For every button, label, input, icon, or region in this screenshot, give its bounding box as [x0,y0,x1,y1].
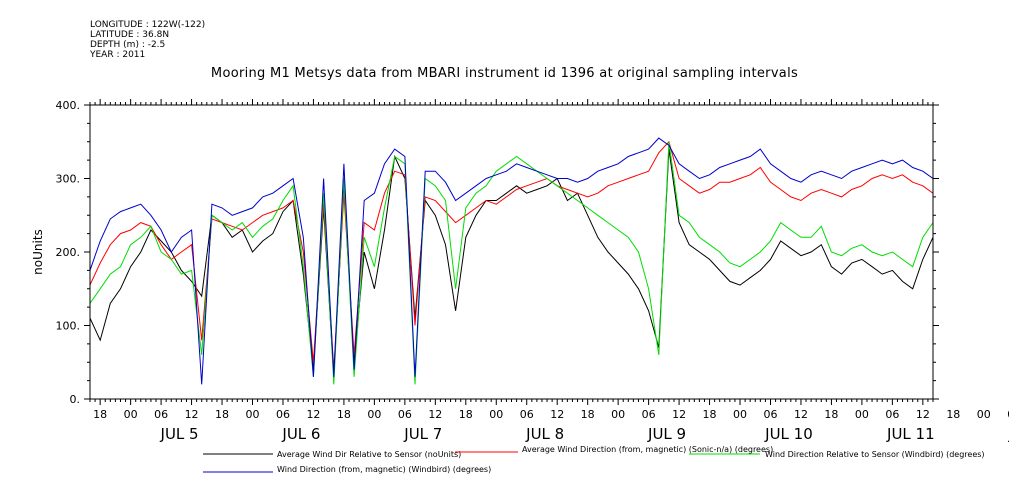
x-tick-label: 18 [581,408,595,421]
x-tick-label: 18 [215,408,229,421]
series-line-3 [90,141,933,385]
year-text: YEAR : 2011 [90,50,146,60]
legend-label-4: Wind Direction (from, magnetic) (Windbir… [277,465,491,474]
x-day-label: JUL 8 [525,425,564,443]
x-tick-label: 00 [246,408,260,421]
x-tick-label: 00 [733,408,747,421]
x-tick-label: 18 [824,408,838,421]
legend-label-3: Wind Direction Relative to Sensor (Windb… [765,450,985,459]
x-tick-label: 06 [276,408,290,421]
x-tick-label: 00 [367,408,381,421]
plot-frame [89,104,934,400]
x-tick-label: 06 [1007,408,1009,421]
y-tick-label: 300. [56,173,81,186]
x-tick-label: 06 [154,408,168,421]
y-tick-label: 0. [70,393,81,406]
y-tick-label: 400. [56,99,81,112]
x-tick-label: 12 [185,408,199,421]
depth-text: DEPTH (m) : -2.5 [90,40,166,50]
x-tick-label: 06 [520,408,534,421]
x-day-label: JUL 7 [403,425,442,443]
x-tick-label: 18 [459,408,473,421]
x-tick-label: 12 [916,408,930,421]
x-tick-label: 18 [703,408,717,421]
series-line-2 [90,140,933,370]
latitude-text: LATITUDE : 36.8N [90,30,170,40]
y-tick-label: 100. [56,320,81,333]
x-tick-label: 00 [855,408,869,421]
x-tick-label: 06 [763,408,777,421]
x-day-label: JUL 6 [281,425,320,443]
x-tick-label: 06 [885,408,899,421]
x-tick-label: 12 [550,408,564,421]
x-tick-label: 18 [946,408,960,421]
x-tick-label: 00 [124,408,138,421]
x-tick-label: 18 [337,408,351,421]
chart-title: Mooring M1 Metsys data from MBARI instru… [210,66,799,81]
series-line-4 [90,137,933,385]
x-day-label: JUL 12 [1008,425,1009,443]
metadata-block: LONGITUDE : 122W(-122) LATITUDE : 36.8N … [90,20,205,60]
x-day-label: JUL 5 [160,425,199,443]
x-tick-label: 06 [642,408,656,421]
x-tick-label: 06 [398,408,412,421]
y-tick-label: 200. [56,246,81,259]
x-day-label: JUL 11 [886,425,935,443]
x-tick-label: 12 [306,408,320,421]
x-tick-label: 00 [611,408,625,421]
y-axis-label: noUnits [31,229,45,275]
longitude-text: LONGITUDE : 122W(-122) [90,20,206,30]
x-tick-label: 12 [428,408,442,421]
x-tick-label: 18 [93,408,107,421]
x-tick-label: 00 [977,408,991,421]
legend-label-2: Average Wind Direction (from, magnetic) … [522,445,773,454]
x-day-label: JUL 10 [764,425,813,443]
x-tick-label: 00 [489,408,503,421]
series-line-1 [90,149,933,377]
x-tick-label: 12 [672,408,686,421]
x-day-label: JUL 9 [647,425,686,443]
x-tick-label: 12 [794,408,808,421]
legend-label-1: Average Wind Dir Relative to Sensor (noU… [277,450,461,459]
